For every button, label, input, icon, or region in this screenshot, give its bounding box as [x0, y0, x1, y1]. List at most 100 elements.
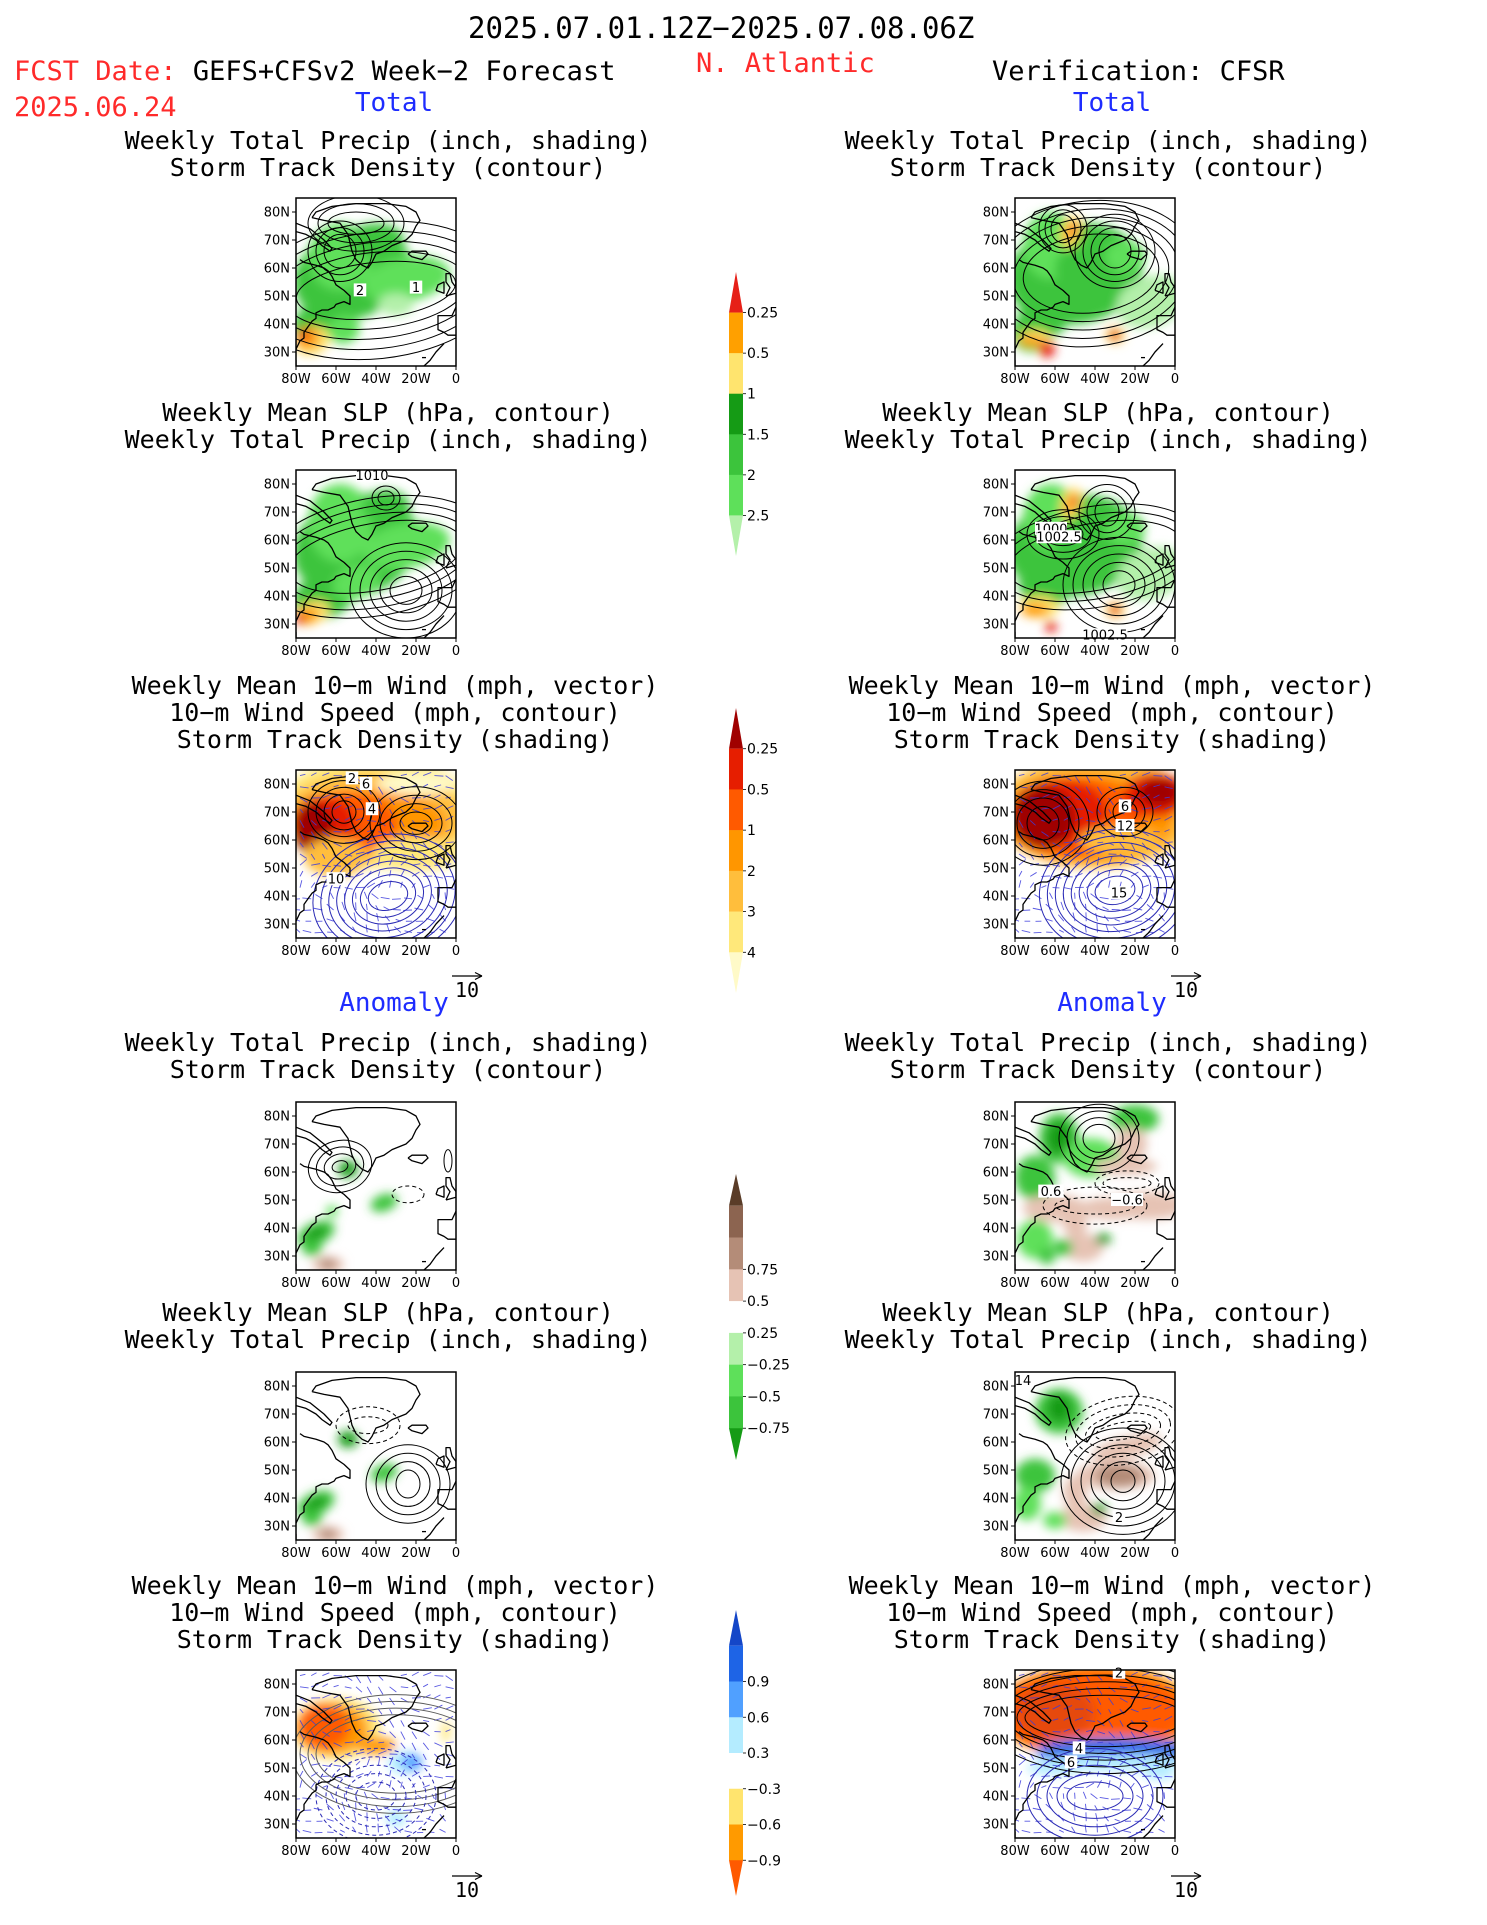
coastline [1015, 1396, 1052, 1426]
contour-line [347, 1416, 389, 1435]
coastline [435, 1185, 445, 1198]
lon-tick-label: 20W [1120, 644, 1150, 659]
colorbar-label: −0.3 [747, 1782, 781, 1798]
wind-vector [1018, 797, 1027, 803]
coastline [1164, 1176, 1175, 1201]
wind-vector [333, 1742, 342, 1748]
wind-vector [380, 896, 390, 900]
contour-line [1015, 1681, 1175, 1754]
wind-vector [1097, 1720, 1105, 1727]
contour-line [385, 1461, 431, 1507]
lon-tick-label: 80W [1000, 1546, 1030, 1561]
coastline [1015, 1433, 1070, 1524]
wind-vector [1041, 783, 1048, 788]
wind-vector [434, 1694, 441, 1699]
shading-blob [304, 1496, 328, 1511]
wind-vector [1052, 818, 1059, 821]
shading-blob [1043, 1512, 1067, 1529]
colorbar-label: −0.75 [747, 1421, 790, 1437]
wind-vector [1018, 1770, 1023, 1777]
contour-line [307, 198, 405, 252]
wind-vector [423, 819, 430, 823]
wind-vector [378, 1720, 386, 1727]
wind-vector [1060, 901, 1065, 911]
wind-vector [299, 773, 306, 777]
wind-vector [299, 859, 307, 866]
coastline [1154, 1753, 1164, 1766]
lon-tick-label: 20W [401, 1546, 431, 1561]
wind-vector [1029, 820, 1036, 826]
wind-vector [310, 1782, 316, 1788]
lat-tick-label: 80N [983, 1678, 1009, 1693]
lon-tick-label: 40W [1080, 1276, 1110, 1291]
coastline [311, 202, 421, 269]
lon-tick-label: 0 [1171, 1276, 1179, 1291]
coastline [445, 272, 456, 297]
wind-vector [1015, 898, 1020, 900]
wind-vector [1096, 1697, 1102, 1705]
contour-line [1102, 1177, 1152, 1190]
section-anomaly-right: Anomaly [1057, 988, 1167, 1018]
wind-vector [423, 1719, 430, 1723]
contour-line [389, 575, 423, 605]
reference-vector-label: 10 [455, 1878, 479, 1902]
lat-tick-label: 60N [264, 834, 290, 849]
contour-label-bg [1072, 1741, 1086, 1755]
title-p1l: Weekly Total Precip (inch, shading) Storm… [125, 128, 652, 180]
wind-vector [1041, 885, 1047, 889]
wind-vector [1119, 1753, 1126, 1759]
title-line: Storm Track Density (shading) [893, 1625, 1331, 1654]
wind-vector [326, 1818, 334, 1822]
shading-blob [1095, 1464, 1143, 1487]
wind-vector [378, 820, 386, 827]
shading-blob [1045, 621, 1057, 633]
lat-tick-label: 60N [264, 1734, 290, 1749]
wind-vector [344, 805, 354, 810]
colorbar-label: 0.6 [747, 1710, 769, 1726]
coastline [296, 1126, 333, 1156]
lat-tick-label: 80N [264, 1678, 290, 1693]
colorbar-segment [729, 830, 743, 872]
wind-vector [445, 841, 454, 844]
wind-vector [411, 808, 420, 813]
lon-tick-label: 80W [1000, 372, 1030, 387]
panel-p3l: 2 6 4 10 80N 70N 60N 50N 40N 30N 80W 60W 40W 20W 0 10 [264, 769, 483, 1002]
contour-line [359, 550, 453, 631]
wind-vector [333, 804, 342, 810]
wind-vector [1133, 1807, 1143, 1811]
wind-vector [1119, 1781, 1122, 1788]
lat-tick-label: 30N [983, 346, 1009, 361]
wind-vector [1141, 842, 1149, 851]
wind-vector [1097, 786, 1103, 795]
coastline [407, 822, 429, 833]
contour-line [335, 1764, 417, 1828]
wind-vector [1021, 930, 1031, 933]
section-anomaly-left: Anomaly [339, 988, 449, 1018]
wind-vector [1153, 853, 1160, 860]
lon-tick-label: 20W [401, 1276, 431, 1291]
wind-vector [310, 1772, 318, 1777]
lon-tick-label: 60W [321, 1276, 351, 1291]
contour-line [307, 1139, 373, 1194]
wind-vector [431, 1793, 435, 1800]
wind-vector [400, 1769, 405, 1777]
panel-p6l: 80N 70N 60N 50N 40N 30N 80W 60W 40W 20W 0 10 [264, 1669, 483, 1902]
lon-tick-label: 80W [1000, 644, 1030, 659]
lon-tick-label: 60W [321, 1844, 351, 1859]
shading-blob [320, 1258, 336, 1270]
contour-line [344, 860, 432, 932]
wind-vector [1164, 805, 1173, 810]
contour-line [296, 511, 456, 603]
contour-set [335, 1406, 401, 1445]
colorbar-label: −0.5 [747, 1389, 781, 1405]
lat-tick-label: 80N [983, 478, 1009, 493]
coastline [1030, 1674, 1140, 1741]
lon-tick-label: 40W [1080, 372, 1110, 387]
wind-vector [1086, 1719, 1096, 1722]
contour-line [1082, 1123, 1116, 1153]
wind-vector [1018, 842, 1023, 848]
wind-vector [1142, 772, 1151, 777]
coastline [445, 844, 456, 869]
wind-vector [333, 864, 342, 867]
wind-vector [1041, 793, 1050, 799]
